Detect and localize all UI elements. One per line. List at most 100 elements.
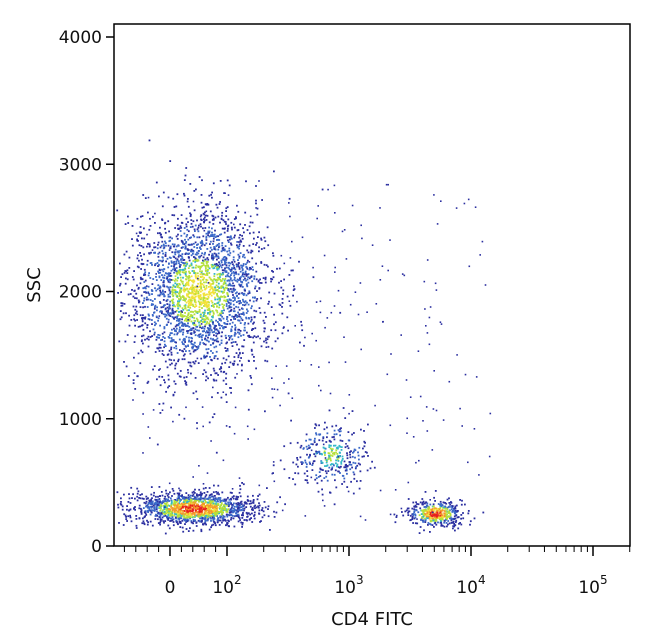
event-point — [187, 508, 190, 510]
event-point — [426, 514, 428, 516]
event-point — [200, 296, 203, 299]
event-point — [202, 523, 204, 525]
event-point — [219, 499, 221, 501]
event-point — [232, 504, 234, 506]
event-point — [239, 223, 242, 226]
event-point — [446, 516, 449, 519]
event-point — [208, 308, 210, 310]
event-point — [134, 319, 136, 322]
event-point — [229, 262, 232, 265]
event-point — [194, 257, 197, 260]
event-point — [203, 297, 205, 300]
event-point — [319, 453, 321, 455]
event-point — [249, 505, 252, 508]
event-point — [169, 286, 172, 289]
event-point — [190, 372, 192, 375]
event-point — [205, 262, 208, 264]
event-point — [148, 500, 151, 503]
event-point — [141, 215, 144, 217]
event-point — [212, 498, 215, 501]
event-point — [237, 508, 240, 511]
event-point — [331, 473, 334, 476]
event-point — [128, 493, 130, 495]
event-point — [212, 503, 215, 506]
event-point — [200, 494, 203, 497]
event-point — [243, 231, 245, 234]
event-point — [241, 292, 244, 295]
event-point — [211, 315, 213, 318]
event-point — [148, 499, 151, 502]
event-point — [301, 463, 303, 465]
event-point — [208, 194, 211, 197]
event-point — [126, 334, 129, 336]
event-point — [226, 298, 229, 301]
event-point — [151, 290, 153, 292]
event-point — [142, 194, 145, 196]
event-point — [389, 424, 392, 427]
event-point — [330, 444, 332, 447]
event-point — [185, 496, 187, 499]
event-point — [215, 505, 218, 508]
event-point — [205, 267, 207, 270]
event-point — [200, 507, 203, 510]
event-point — [148, 139, 151, 142]
event-point — [207, 305, 210, 308]
event-point — [256, 213, 259, 216]
event-point — [252, 231, 255, 234]
event-point — [156, 336, 159, 339]
event-point — [227, 496, 229, 499]
event-point — [199, 215, 202, 218]
event-point — [358, 458, 360, 461]
event-point — [162, 243, 165, 246]
event-point — [196, 312, 199, 314]
event-point — [166, 303, 169, 305]
event-point — [217, 267, 220, 270]
event-point — [428, 512, 430, 515]
event-point — [326, 436, 328, 439]
event-point — [220, 511, 223, 514]
event-point — [431, 524, 434, 526]
event-point — [188, 504, 190, 507]
event-point — [271, 388, 273, 390]
event-point — [259, 521, 261, 523]
event-point — [205, 494, 208, 496]
event-point — [306, 479, 308, 482]
event-point — [244, 303, 247, 306]
event-point — [216, 273, 219, 276]
event-point — [223, 279, 226, 282]
event-point — [287, 392, 290, 395]
event-point — [194, 511, 197, 514]
event-point — [131, 244, 134, 247]
event-point — [167, 504, 170, 507]
event-point — [177, 269, 180, 272]
event-point — [175, 270, 178, 273]
event-point — [216, 305, 218, 308]
event-point — [215, 335, 218, 337]
event-point — [251, 507, 254, 509]
event-point — [272, 252, 274, 255]
event-point — [182, 246, 184, 249]
event-point — [252, 499, 255, 501]
event-point — [222, 312, 224, 314]
event-point — [204, 509, 206, 512]
event-point — [340, 465, 342, 468]
event-point — [152, 409, 155, 411]
event-point — [208, 309, 210, 311]
event-point — [144, 290, 147, 293]
event-point — [177, 305, 179, 307]
event-point — [270, 277, 272, 280]
event-point — [212, 281, 215, 284]
event-point — [166, 366, 169, 369]
event-point — [242, 304, 244, 306]
event-point — [166, 285, 168, 288]
event-point — [202, 298, 205, 301]
event-point — [141, 324, 143, 327]
event-point — [162, 336, 165, 338]
event-point — [182, 323, 185, 326]
event-point — [225, 342, 228, 345]
event-point — [171, 509, 174, 512]
event-point — [170, 359, 173, 361]
event-point — [216, 289, 219, 292]
event-point — [211, 191, 213, 194]
event-point — [182, 299, 185, 301]
